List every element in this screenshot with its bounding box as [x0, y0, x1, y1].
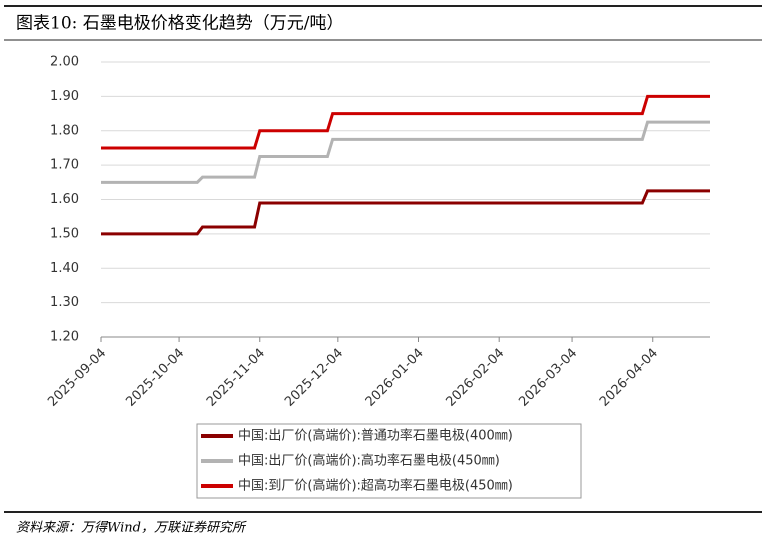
x-tick-label: 2025-10-04 — [123, 346, 187, 410]
y-tick-label: 1.70 — [50, 158, 79, 173]
x-tick-label: 2025-11-04 — [204, 346, 268, 410]
legend-label: 中国:出厂价(高端价):普通功率石墨电极(400㎜) — [238, 428, 513, 444]
y-tick-label: 1.90 — [50, 89, 79, 104]
legend-label: 中国:到厂价(高端价):超高功率石墨电极(450㎜) — [238, 478, 513, 494]
y-tick-label: 1.30 — [50, 295, 79, 310]
x-tick-label: 2025-09-04 — [45, 346, 109, 410]
y-tick-label: 2.00 — [50, 55, 79, 70]
x-tick-label: 2026-01-04 — [363, 346, 427, 410]
y-tick-label: 1.80 — [50, 123, 79, 138]
legend-box — [196, 423, 582, 499]
x-tick-label: 2026-02-04 — [443, 346, 507, 410]
series-line — [101, 189, 710, 236]
series-line — [101, 120, 710, 184]
y-tick-label: 1.50 — [50, 226, 79, 241]
x-tick-label: 2026-04-04 — [597, 346, 661, 410]
y-tick-label: 1.40 — [50, 261, 79, 276]
y-tick-label: 1.60 — [50, 192, 79, 207]
legend-label: 中国:出厂价(高端价):高功率石墨电极(450㎜) — [238, 453, 500, 469]
x-tick-label: 2025-12-04 — [282, 346, 346, 410]
y-tick-label: 1.20 — [50, 330, 79, 345]
source: 资料来源：万得Wind，万联证券研究所 — [16, 520, 247, 536]
series-line — [101, 94, 710, 150]
chart-title: 图表10: 石墨电极价格变化趋势（万元/吨） — [16, 14, 344, 34]
x-tick-label: 2026-03-04 — [516, 346, 580, 410]
